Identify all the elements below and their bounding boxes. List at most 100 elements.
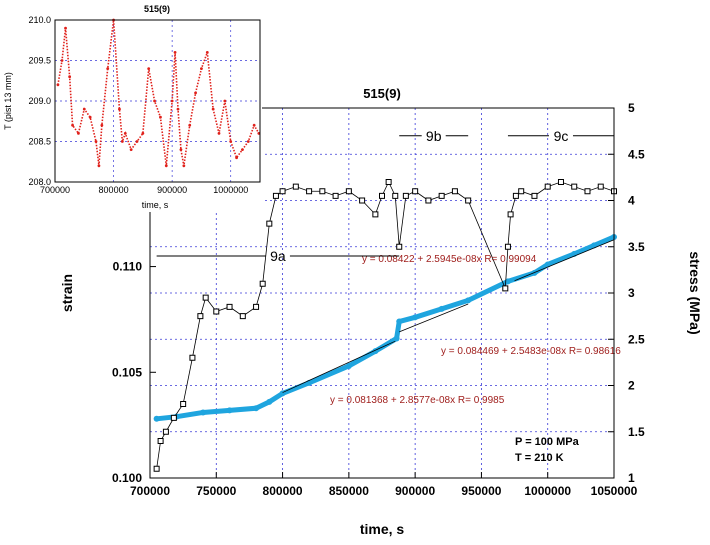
stress-point	[213, 308, 220, 315]
stress-point	[518, 188, 525, 195]
temperature-point	[176, 107, 180, 111]
stress-point	[189, 354, 196, 361]
inset-x-axis-title: time, s	[142, 200, 169, 210]
temperature-point	[60, 59, 64, 62]
stress-point	[162, 428, 169, 435]
stress-point	[259, 280, 266, 287]
temperature-point	[135, 140, 139, 143]
temperature-point	[205, 51, 209, 54]
temperature-point	[200, 67, 203, 70]
stress-point	[197, 313, 204, 320]
stress-point	[226, 303, 233, 310]
temperature-point	[182, 164, 186, 168]
strain-point	[412, 314, 419, 321]
main-y2-axis-title: stress (MPa)	[687, 251, 703, 334]
temperature-point	[229, 140, 233, 143]
strain-point	[396, 318, 403, 325]
temperature-point	[211, 107, 215, 111]
stress-point	[372, 211, 379, 218]
y2-tick-label: 5	[628, 101, 635, 115]
inset-y-tick-label: 209.0	[28, 96, 51, 106]
temperature-point	[123, 132, 127, 135]
stress-point	[544, 183, 551, 190]
inset-chart: 700000 800000 900000 1000000 208.0 208.5 209.0…	[0, 0, 262, 212]
inset-y-tick-label: 208.5	[28, 137, 51, 147]
fit-line	[514, 239, 615, 282]
main-ticks: 700000 750000 800000 850000 900000 950000 1000…	[112, 101, 645, 498]
strain-point	[266, 398, 273, 405]
stress-point	[292, 183, 299, 190]
x-tick-label: 750000	[196, 484, 236, 498]
condition-pressure: P = 100 MPa	[515, 436, 580, 448]
inset-chart-title: 515(9)	[144, 4, 170, 14]
y2-tick-label: 3	[628, 286, 635, 300]
temperature-point	[173, 51, 177, 54]
temperature-point	[64, 26, 67, 30]
temperature-point	[164, 164, 168, 168]
y2-tick-label: 2	[628, 379, 635, 393]
y2-tick-label: 4	[628, 194, 635, 208]
y2-tick-label: 1.5	[628, 425, 645, 439]
y2-tick-label: 1	[628, 471, 635, 485]
main-x-axis-title: time, s	[360, 521, 405, 537]
temperature-point	[241, 148, 244, 152]
temperature-point	[100, 123, 104, 127]
stress-point	[157, 438, 164, 444]
inset-y-tick-label: 208.0	[28, 177, 51, 187]
inset-ticks: 700000 800000 900000 1000000 208.0 208.5 209.0…	[28, 15, 248, 195]
stress-point	[597, 183, 604, 190]
fit-label: y = 0.084469 + 2.5483e-08x R= 0.98616	[441, 346, 621, 357]
fit-line	[399, 303, 469, 333]
strain-point	[253, 405, 260, 412]
stress-point	[239, 313, 246, 320]
y-tick-label: 0.105	[112, 365, 142, 379]
stress-point	[512, 192, 519, 199]
strain-point	[465, 297, 472, 304]
temperature-point	[246, 140, 250, 143]
x-tick-label: 1000000	[524, 484, 571, 498]
temperature-point	[82, 107, 86, 111]
temperature-point	[129, 148, 133, 152]
temperature-point	[94, 140, 98, 143]
x-tick-label: 950000	[461, 484, 501, 498]
temperature-point	[170, 99, 174, 103]
stress-point	[507, 211, 514, 218]
stress-point	[332, 192, 339, 199]
main-y-axis-title: strain	[59, 274, 75, 312]
segment-label: 9b	[426, 128, 442, 144]
temperature-point	[118, 107, 121, 111]
stress-point	[465, 197, 472, 204]
temperature-point	[88, 115, 92, 119]
x-tick-label: 850000	[329, 484, 369, 498]
main-fits: y = 0.081368 + 2.8577e-08x R= 0.9985 y = …	[282, 239, 621, 406]
stress-point	[266, 220, 273, 227]
temperature-point	[97, 164, 101, 168]
x-tick-label: 800000	[263, 484, 303, 498]
stress-point	[531, 192, 538, 199]
stress-point	[557, 179, 564, 185]
fit-line	[282, 340, 396, 393]
temperature-point	[77, 132, 80, 135]
temperature-point	[159, 115, 162, 119]
temperature-point	[68, 75, 72, 79]
inset-x-tick-label: 700000	[40, 185, 70, 195]
segment-label: 9c	[554, 128, 569, 144]
strain-point	[438, 305, 445, 312]
y-tick-label: 0.110	[113, 260, 143, 274]
stress-point	[153, 465, 160, 472]
x-tick-label: 900000	[395, 484, 435, 498]
inset-x-tick-label: 900000	[157, 185, 187, 195]
temperature-point	[223, 99, 227, 103]
stress-point	[272, 192, 279, 199]
y-tick-label: 0.100	[112, 471, 142, 485]
y2-tick-label: 2.5	[628, 332, 645, 346]
main-chart-title: 515(9)	[363, 86, 401, 101]
strain-point	[226, 407, 233, 414]
stress-point	[202, 294, 209, 301]
stress-point	[385, 179, 392, 185]
stress-point	[279, 188, 286, 195]
strain-point	[393, 335, 400, 342]
temperature-point	[153, 99, 156, 103]
temperature-point	[147, 67, 151, 70]
stress-point	[571, 183, 578, 190]
